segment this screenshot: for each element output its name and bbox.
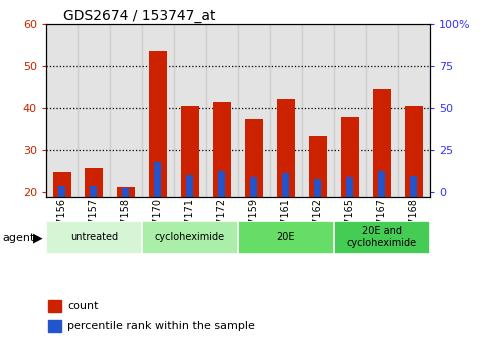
Bar (181, 106, 199, 197)
Bar (334, 24, 366, 197)
Bar (78, 24, 110, 197)
Text: 20E: 20E (277, 232, 295, 242)
Bar (238, 24, 270, 197)
Bar (309, 136, 327, 197)
Text: ▶: ▶ (33, 231, 43, 245)
Bar (250, 177, 257, 197)
Bar (334, 221, 430, 254)
Text: untreated: untreated (70, 232, 118, 242)
Text: agent: agent (2, 233, 35, 243)
Bar (142, 221, 238, 254)
Bar (283, 173, 289, 197)
Bar (245, 119, 263, 197)
Bar (90, 186, 98, 197)
Bar (142, 24, 174, 197)
Bar (122, 188, 129, 197)
Bar (314, 179, 321, 197)
Bar (277, 99, 295, 197)
Bar (378, 170, 385, 197)
Text: cycloheximide: cycloheximide (155, 232, 225, 242)
Bar (373, 89, 391, 197)
Bar (149, 51, 167, 197)
Bar (366, 24, 398, 197)
Bar (302, 24, 334, 197)
Bar (346, 177, 354, 197)
Bar (110, 24, 142, 197)
Text: percentile rank within the sample: percentile rank within the sample (67, 322, 255, 332)
Text: GDS2674 / 153747_at: GDS2674 / 153747_at (63, 9, 215, 23)
Text: count: count (67, 301, 99, 311)
Bar (48, 320, 61, 333)
Bar (53, 172, 71, 197)
Text: 20E and
cycloheximide: 20E and cycloheximide (347, 226, 417, 248)
Bar (238, 221, 334, 254)
Bar (398, 24, 430, 197)
Bar (218, 171, 226, 197)
Bar (341, 117, 359, 197)
Bar (85, 168, 103, 197)
Bar (206, 24, 238, 197)
Bar (155, 162, 161, 197)
Bar (46, 221, 142, 254)
Bar (174, 24, 206, 197)
Bar (270, 24, 302, 197)
Bar (213, 102, 231, 197)
Bar (117, 187, 135, 197)
Bar (58, 186, 65, 197)
Bar (46, 24, 78, 197)
Bar (405, 106, 423, 197)
Bar (48, 300, 61, 312)
Bar (411, 176, 417, 197)
Bar (186, 175, 193, 197)
